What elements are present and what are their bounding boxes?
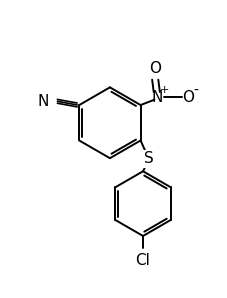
Text: N: N [37,94,49,109]
Text: -: - [193,84,197,98]
Text: N: N [151,90,163,105]
Text: Cl: Cl [135,253,150,268]
Text: O: O [182,90,193,105]
Text: O: O [148,60,160,76]
Text: +: + [159,86,168,95]
Text: S: S [143,151,153,167]
